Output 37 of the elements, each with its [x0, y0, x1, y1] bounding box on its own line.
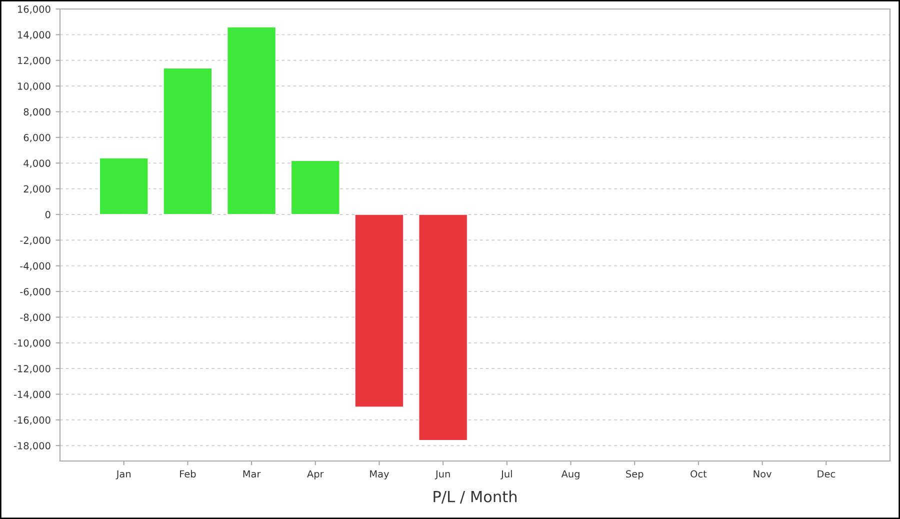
y-tick-label: -8,000 — [20, 314, 50, 322]
y-tick-label: 0 — [45, 210, 50, 218]
bar — [99, 158, 149, 215]
x-tick-label: Apr — [307, 470, 324, 480]
bar — [226, 26, 276, 215]
x-tick-label: Jun — [434, 470, 450, 480]
y-tick-label: 16,000 — [18, 5, 50, 14]
y-tick-label: 4,000 — [24, 160, 50, 168]
x-tick-label: Mar — [243, 470, 261, 478]
y-tick-label: 6,000 — [24, 134, 50, 142]
y-tick-label: 12,000 — [18, 56, 50, 66]
y-tick-label: 2,000 — [24, 185, 50, 194]
x-axis-title: P/L / Month — [434, 490, 517, 504]
y-tick-label: 8,000 — [24, 108, 50, 117]
x-tick-label: Aug — [561, 470, 580, 480]
x-tick-label: Oct — [690, 470, 707, 478]
bar — [290, 160, 340, 215]
y-tick-label: -12,000 — [14, 365, 50, 374]
x-tick-label: May — [370, 470, 389, 480]
y-tick-label: -14,000 — [14, 390, 50, 400]
x-tick-label: Feb — [180, 470, 196, 478]
x-tick-label: Sep — [626, 470, 644, 480]
x-tick-label: Nov — [754, 470, 772, 478]
x-tick-label: Dec — [818, 470, 835, 478]
y-tick-label: -2,000 — [20, 236, 50, 245]
y-tick-label: -10,000 — [14, 339, 50, 348]
x-tick-label: Jul — [500, 470, 512, 480]
bar — [163, 68, 212, 215]
x-tick-label: Jan — [116, 470, 131, 480]
y-tick-label: 10,000 — [18, 82, 50, 91]
y-tick-label: -4,000 — [20, 262, 50, 271]
y-tick-label: -16,000 — [14, 416, 50, 425]
y-tick-label: 14,000 — [18, 31, 50, 40]
y-tick-label: -6,000 — [20, 288, 50, 296]
bar — [354, 214, 404, 408]
y-tick-label: -18,000 — [14, 442, 50, 450]
bar — [418, 214, 468, 441]
